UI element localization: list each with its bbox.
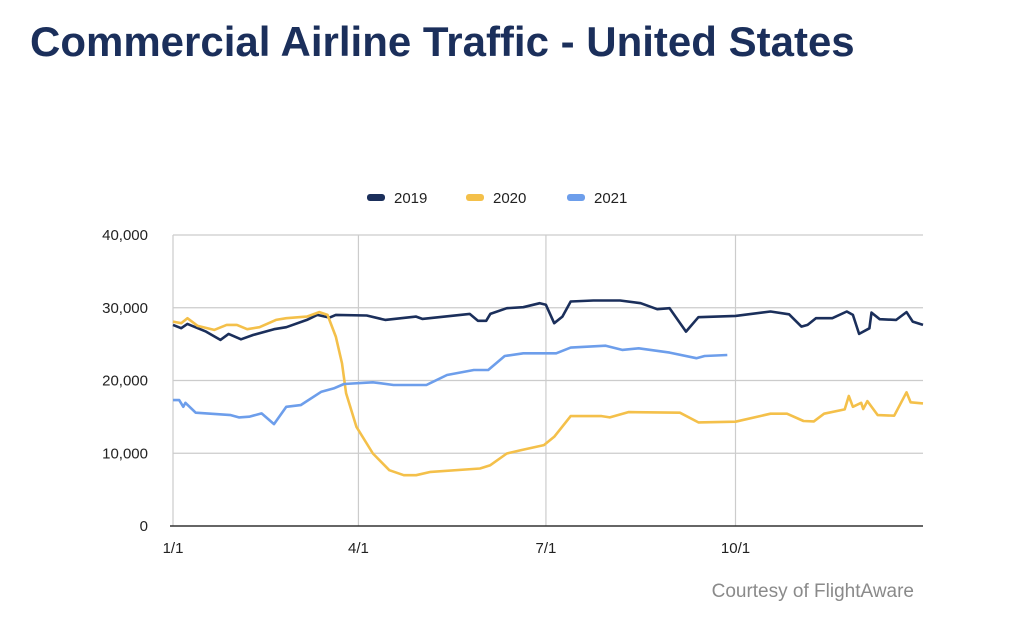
y-tick-label: 40,000: [102, 227, 148, 244]
legend-label: 2020: [493, 190, 526, 207]
x-axis-ticks: 1/1 4/1 7/1 10/1: [163, 540, 751, 557]
series-lines: [172, 299, 924, 477]
gridlines: [170, 234, 923, 527]
y-tick-label: 20,000: [102, 373, 148, 390]
legend-swatch-2020: [466, 194, 484, 201]
legend: 2019 2020 2021: [367, 190, 627, 207]
legend-swatch-2019: [367, 194, 385, 201]
page-title: Commercial Airline Traffic - United Stat…: [30, 18, 855, 65]
y-axis-ticks: 0 10,000 20,000 30,000 40,000: [102, 227, 148, 535]
x-tick-label: 1/1: [163, 540, 184, 557]
y-tick-label: 0: [140, 518, 148, 535]
x-tick-label: 10/1: [721, 540, 750, 557]
legend-label: 2019: [394, 190, 427, 207]
y-tick-label: 30,000: [102, 300, 148, 317]
series-line-2020: [172, 310, 924, 477]
source-credit: Courtesy of FlightAware: [711, 581, 914, 602]
series-line-2021: [173, 344, 728, 426]
legend-label: 2021: [594, 190, 627, 207]
legend-swatch-2021: [567, 194, 585, 201]
x-tick-label: 7/1: [536, 540, 557, 557]
series-line-2019: [172, 299, 924, 342]
y-tick-label: 10,000: [102, 445, 148, 462]
x-tick-label: 4/1: [348, 540, 369, 557]
